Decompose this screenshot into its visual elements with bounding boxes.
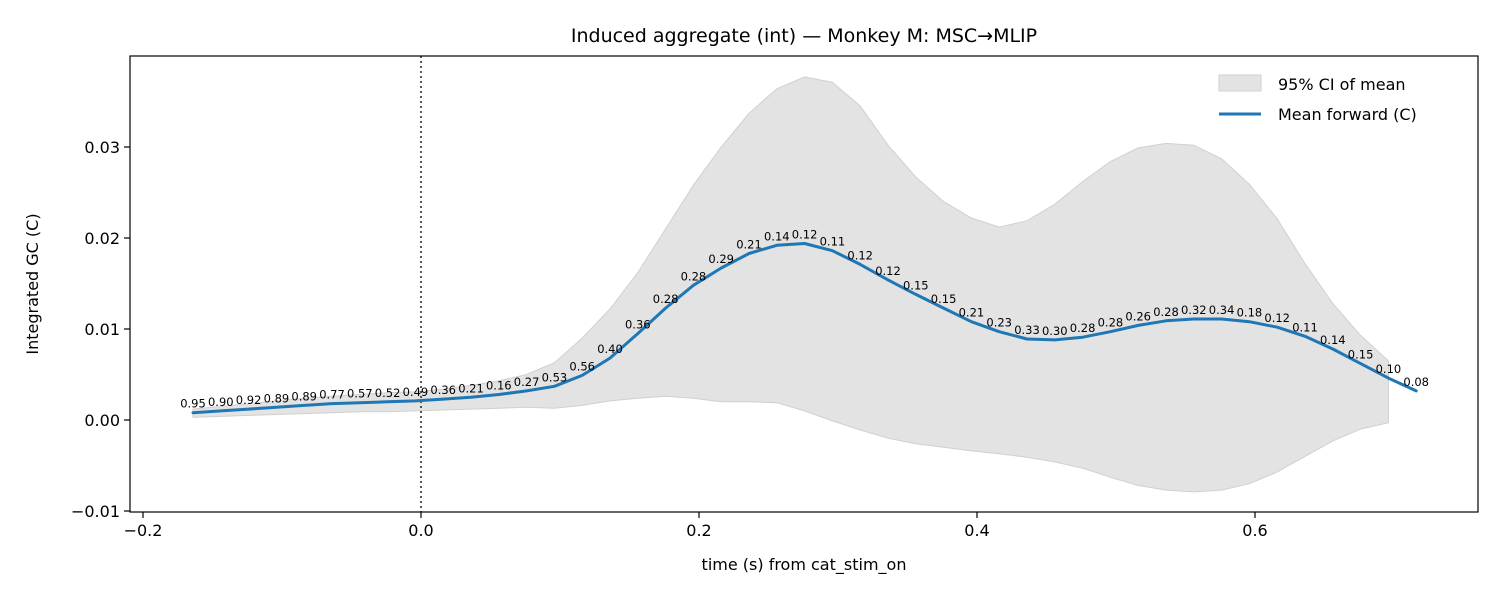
p-value-label: 0.16 [486, 379, 512, 393]
x-tick-label: −0.2 [124, 521, 163, 540]
p-value-label: 0.57 [347, 387, 373, 401]
y-tick-label: 0.00 [84, 411, 120, 430]
p-value-label: 0.15 [931, 292, 957, 306]
x-tick-label: 0.0 [408, 521, 433, 540]
p-value-label: 0.11 [1292, 320, 1318, 334]
p-value-label: 0.12 [875, 264, 901, 278]
p-value-label: 0.12 [792, 228, 818, 242]
p-value-label: 0.49 [403, 385, 429, 399]
p-value-label: 0.28 [681, 269, 707, 283]
p-value-label: 0.77 [319, 388, 345, 402]
p-value-label: 0.11 [820, 235, 846, 249]
y-tick-label: 0.02 [84, 229, 120, 248]
p-value-label: 0.36 [430, 383, 456, 397]
p-value-label: 0.10 [1376, 362, 1402, 376]
y-tick-label: 0.03 [84, 138, 120, 157]
p-value-label: 0.27 [514, 375, 540, 389]
p-value-label: 0.89 [264, 391, 290, 405]
p-value-label: 0.40 [597, 342, 623, 356]
legend-mean-label: Mean forward (C) [1278, 105, 1417, 124]
p-value-label: 0.21 [736, 238, 762, 252]
p-value-label: 0.36 [625, 318, 651, 332]
p-value-label: 0.28 [1098, 316, 1124, 330]
chart-title: Induced aggregate (int) — Monkey M: MSC→… [571, 25, 1037, 47]
p-value-label: 0.23 [986, 316, 1012, 330]
p-value-label: 0.56 [569, 359, 595, 373]
p-value-label: 0.14 [764, 229, 790, 243]
p-value-label: 0.52 [375, 386, 401, 400]
axis-ticks: −0.2 0.0 0.2 0.4 0.6 −0.01 0.00 0.01 0.02 0.03 [71, 138, 1268, 540]
p-value-label: 0.12 [847, 248, 873, 262]
p-value-label: 0.26 [1125, 309, 1151, 323]
p-value-label: 0.28 [1153, 305, 1179, 319]
x-tick-label: 0.2 [686, 521, 711, 540]
p-value-label: 0.29 [708, 252, 734, 266]
legend-ci-label: 95% CI of mean [1278, 75, 1406, 94]
p-value-label: 0.89 [291, 389, 317, 403]
y-tick-label: −0.01 [71, 502, 120, 521]
p-value-label: 0.95 [180, 397, 206, 411]
mean-forward-line [191, 242, 1418, 415]
legend: 95% CI of mean Mean forward (C) [1218, 74, 1417, 124]
x-axis-label: time (s) from cat_stim_on [702, 555, 907, 575]
p-value-label: 0.15 [903, 278, 929, 292]
legend-ci-swatch [1218, 74, 1262, 92]
p-value-label: 0.28 [653, 292, 679, 306]
p-value-label: 0.32 [1181, 303, 1207, 317]
plot-frame [129, 55, 1479, 513]
p-value-label: 0.08 [1403, 375, 1429, 389]
p-value-label: 0.92 [236, 393, 262, 407]
p-value-label: 0.30 [1042, 324, 1068, 338]
p-value-label: 0.21 [959, 306, 985, 320]
x-tick-label: 0.6 [1242, 521, 1267, 540]
p-value-label: 0.12 [1264, 311, 1290, 325]
p-value-label: 0.14 [1320, 333, 1346, 347]
x-tick-label: 0.4 [964, 521, 989, 540]
p-value-label: 0.33 [1014, 323, 1040, 337]
p-value-label: 0.18 [1237, 306, 1263, 320]
plot-area: 0.95 0.90 0.92 0.89 0.89 0.77 0.57 0.52 0.49 0.36… [180, 56, 1429, 512]
y-axis-label: Integrated GC (C) [23, 213, 42, 354]
p-value-label: 0.53 [542, 370, 568, 384]
y-tick-label: 0.01 [84, 320, 120, 339]
p-value-label: 0.34 [1209, 303, 1235, 317]
p-value-label: 0.90 [208, 395, 234, 409]
p-value-label: 0.21 [458, 381, 484, 395]
p-value-label: 0.15 [1348, 348, 1374, 362]
p-value-label: 0.28 [1070, 321, 1096, 335]
ci-band [192, 76, 1389, 493]
